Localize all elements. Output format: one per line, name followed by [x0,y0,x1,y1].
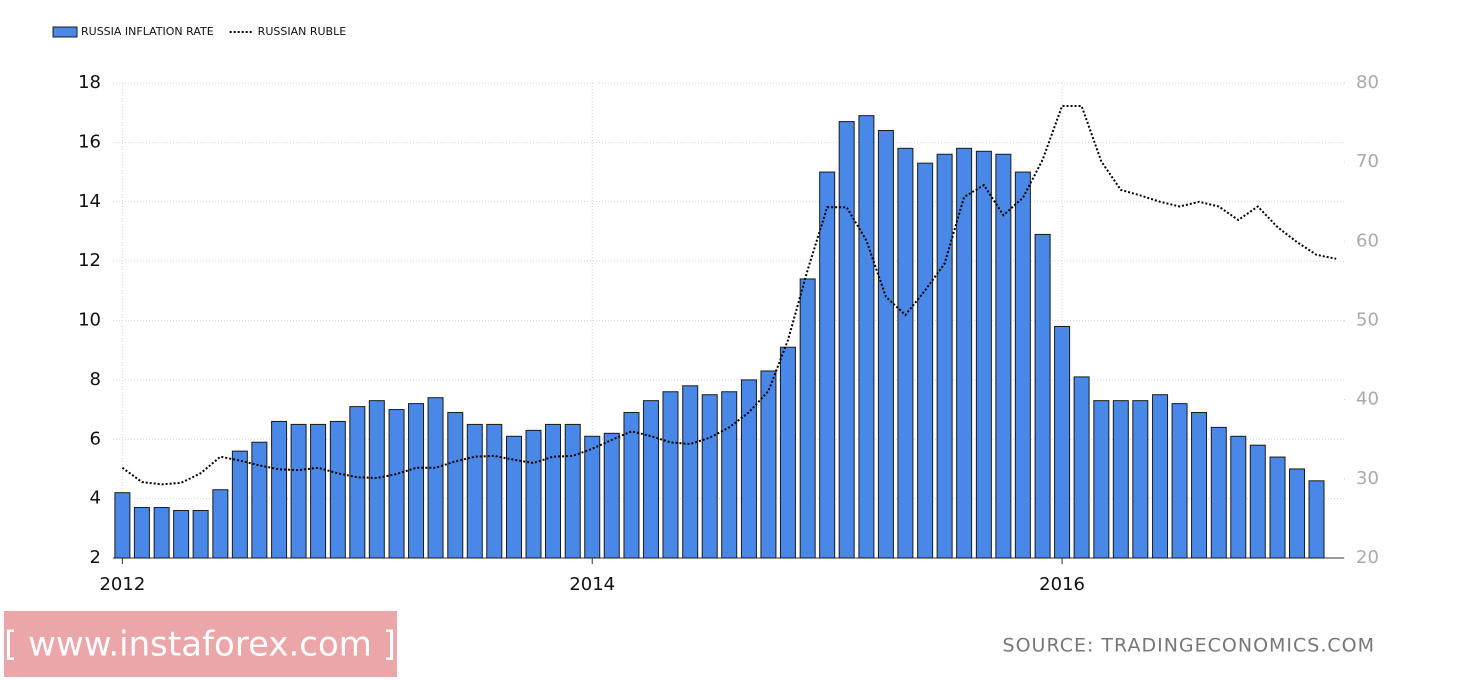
bar [877,130,894,559]
bar [1210,426,1227,559]
bar [212,489,229,559]
y-tick-label: 16 [78,131,101,152]
bar [329,420,346,559]
bar [1249,444,1266,559]
y2-tick-label: 20 [1356,547,1379,568]
bar [1171,403,1188,559]
bar [642,400,659,559]
bar [956,147,973,559]
y2-tick-label: 70 [1356,151,1379,172]
watermark: [ www.instaforex.com ] [4,625,396,665]
bar [447,412,464,559]
bar [310,423,327,559]
y2-tick-label: 40 [1356,389,1379,410]
bar [740,379,757,559]
y-tick-label: 6 [90,428,101,449]
legend-label: RUSSIA INFLATION RATE [81,25,214,38]
bar [623,412,640,559]
source: SOURCE: TRADINGECONOMICS.COM [1003,635,1375,657]
watermark-box [4,611,397,677]
bar [388,409,405,559]
bar [173,510,190,559]
bar [1308,480,1325,559]
bar [936,153,953,559]
bar [799,278,816,559]
bar [1054,325,1071,559]
bar [231,450,248,559]
bar [838,121,855,559]
bar [819,171,836,559]
bar [603,432,620,559]
bar [486,423,503,559]
bar [1073,376,1090,559]
bar [584,435,601,559]
bar [368,400,385,559]
bar [251,441,268,559]
bar [506,435,523,559]
bar [192,510,209,559]
bar [662,391,679,559]
bar [290,423,307,559]
y2-tick-label: 50 [1356,310,1379,331]
y-tick-label: 18 [78,72,101,93]
bar [1230,435,1247,559]
bar [1289,468,1306,559]
bar [779,346,796,559]
y2-tick-label: 30 [1356,468,1379,489]
bar [1152,394,1169,559]
bar [1014,171,1031,559]
bar [114,492,131,559]
y2-tick-label: 80 [1356,72,1379,93]
bar [858,115,875,559]
bar [564,423,581,559]
bar [349,406,366,559]
x-tick-label: 2016 [1039,574,1085,595]
bar [1269,456,1286,559]
bar [721,391,738,559]
x-tick-label: 2014 [569,574,615,595]
y-tick-label: 12 [78,250,101,271]
bar [427,397,444,559]
bar [408,403,425,559]
bar [995,153,1012,559]
bar [897,147,914,559]
x-tick-label: 2012 [99,574,145,595]
y-tick-label: 10 [78,310,101,331]
bar [525,429,542,559]
bar [271,420,288,559]
y2-tick-label: 60 [1356,230,1379,251]
bar [133,507,150,559]
bar [466,423,483,559]
bar [975,150,992,559]
y-tick-label: 2 [90,547,101,568]
y-tick-label: 14 [78,191,101,212]
bar [1191,412,1208,559]
y-tick-label: 8 [90,369,101,390]
bar [1034,233,1051,559]
y-tick-label: 4 [90,488,101,509]
line [121,105,1337,486]
bar [153,507,170,559]
bar [1093,400,1110,559]
bar [545,423,562,559]
legend-label: RUSSIAN RUBLE [258,25,347,38]
bar [1112,400,1129,559]
legend-swatch [52,26,78,38]
bar [701,394,718,559]
bar [682,385,699,559]
bar [917,162,934,559]
bar [1132,400,1149,559]
bar [760,370,777,559]
